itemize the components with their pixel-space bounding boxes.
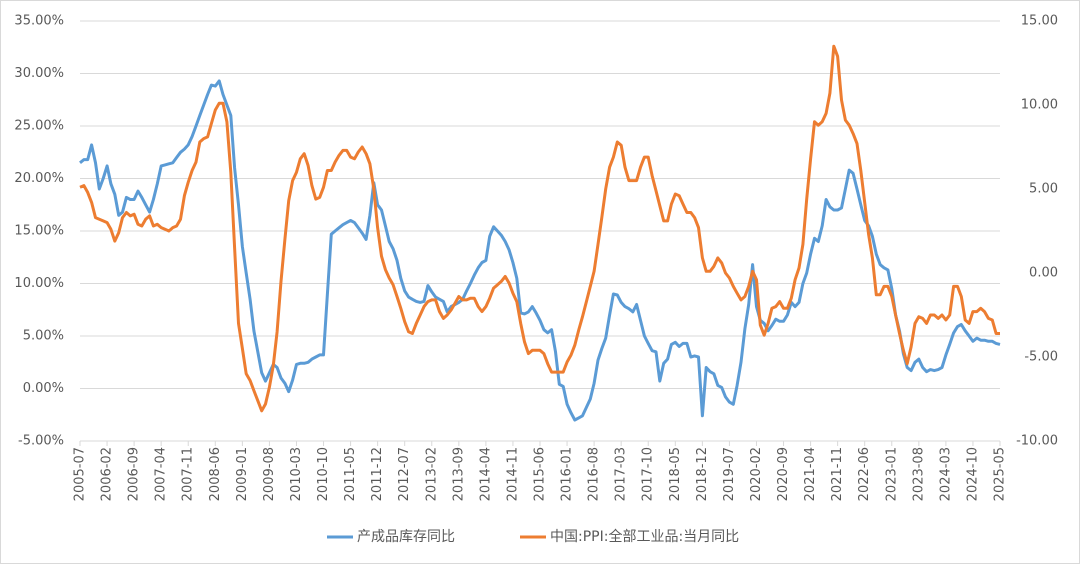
x-tick-label: 2014-11 [505,447,520,501]
series-line [79,44,1000,413]
y-tick-label: 30.00% [14,66,64,81]
x-tick-label: 2006-09 [127,447,142,501]
y-tick-label: 15.00% [14,224,64,239]
y-tick-label: 10.00% [14,276,64,291]
x-tick-label: 2023-01 [884,447,899,501]
x-tick-label: 2018-12 [695,447,710,501]
x-tick-label: 2010-03 [289,447,304,501]
x-tick-label: 2019-07 [722,447,737,501]
x-tick-label: 2023-08 [911,447,926,501]
x-tick-label: 2021-04 [803,447,818,501]
y-tick-label: 20.00% [14,171,64,186]
x-tick-label: 2016-08 [587,447,602,501]
y-tick-label: 35.00% [14,14,64,29]
series-line [79,79,1001,422]
x-tick-label: 2021-11 [830,447,845,501]
x-tick-label: 2007-11 [181,447,196,501]
x-tick-label: 2012-07 [397,447,412,501]
y-tick-label: 25.00% [14,119,64,134]
x-tick-label: 2020-02 [749,447,764,501]
x-tick-label: 2009-08 [262,447,277,501]
x-tick-label: 2015-06 [533,447,548,501]
x-tick-label: 2018-05 [668,447,683,501]
x-tick-label: 2017-10 [641,447,656,501]
y2-tick-label: 15.00 [1021,14,1058,29]
y-tick-label: -5.00% [18,434,64,449]
x-tick-label: 2007-04 [154,447,169,501]
y2-tick-label: -10.00 [1016,434,1058,449]
x-tick-label: 2005-07 [73,447,88,501]
x-tick-label: 2014-04 [478,447,493,501]
y2-tick-label: 5.00 [1029,182,1058,197]
y-tick-label: 0.00% [23,381,64,396]
x-tick-label: 2009-01 [235,447,250,501]
x-tick-label: 2016-01 [560,447,575,501]
y2-tick-label: 0.00 [1029,266,1058,281]
y2-tick-label: -5.00 [1024,350,1058,365]
x-tick-label: 2006-02 [100,447,115,501]
legend-label: 中国:PPI:全部工业品:当月同比 [550,528,739,545]
x-tick-label: 2008-06 [208,447,223,501]
legend-label: 产成品库存同比 [357,529,455,545]
x-tick-label: 2025-05 [993,447,1008,501]
y-tick-label: 5.00% [23,329,64,344]
x-tick-label: 2011-12 [370,447,385,501]
x-tick-label: 2022-06 [857,447,872,501]
y2-tick-label: 10.00 [1021,98,1058,113]
x-tick-label: 2024-03 [938,447,953,501]
x-tick-label: 2013-02 [424,447,439,501]
x-tick-label: 2020-09 [776,447,791,501]
x-tick-label: 2017-03 [614,447,629,501]
x-tick-label: 2011-05 [343,447,358,501]
x-tick-label: 2010-10 [316,447,331,501]
x-tick-label: 2013-09 [451,447,466,501]
x-tick-label: 2024-10 [965,447,980,501]
